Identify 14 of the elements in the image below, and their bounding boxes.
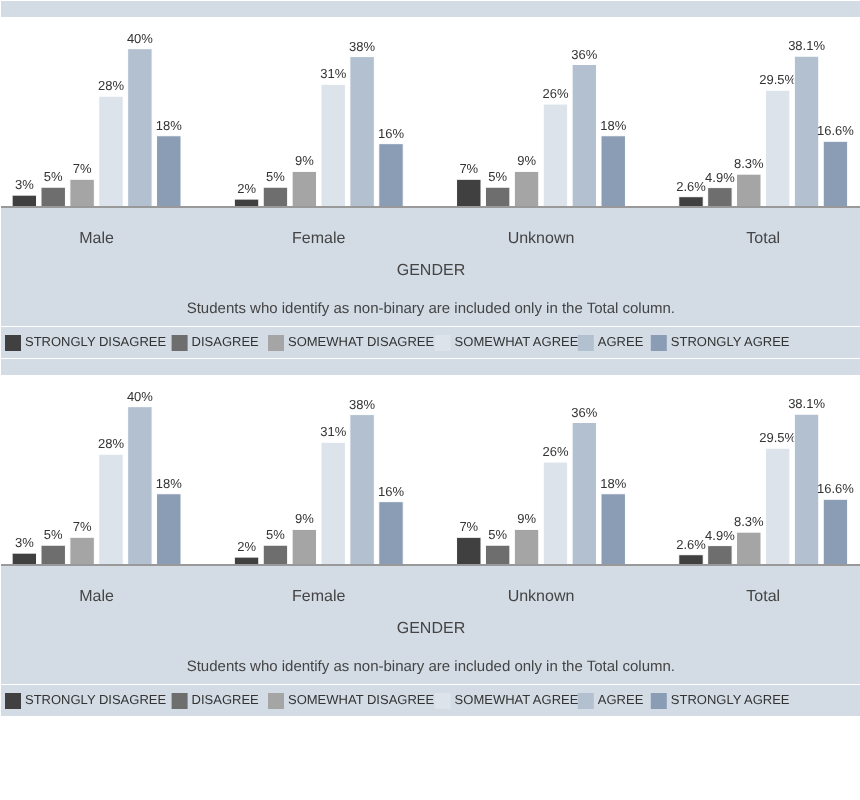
bar	[822, 498, 849, 565]
bar	[233, 198, 260, 207]
x-tick-label: Unknown	[507, 587, 575, 605]
x-tick-label: Female	[292, 229, 347, 247]
x-tick-label: Female	[292, 587, 347, 605]
x-tick-label: Total	[746, 229, 781, 247]
bar	[233, 556, 260, 565]
x-tick-label: Total	[746, 587, 781, 605]
x-axis-title: GENDER	[396, 261, 466, 279]
x-tick-label: Male	[79, 587, 115, 605]
x-axis-title: GENDER	[396, 619, 466, 637]
bar	[822, 140, 849, 207]
x-tick-label: Unknown	[507, 229, 575, 247]
x-tick-label: Male	[79, 229, 115, 247]
